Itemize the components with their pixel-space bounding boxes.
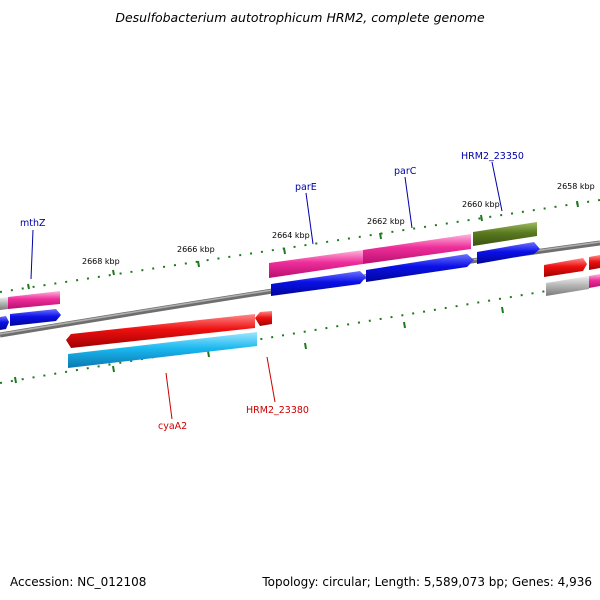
gene-label-cyaa2: cyaA2	[158, 421, 187, 432]
ruler-label: 2664 kbp	[272, 231, 310, 240]
gene-feature[interactable]	[589, 274, 600, 288]
gene-feature[interactable]	[544, 258, 587, 277]
ruler-label: 2666 kbp	[177, 245, 215, 254]
ruler-major-ticks-bottom	[14, 306, 504, 384]
gene-feature-hrm2-23380[interactable]	[255, 311, 272, 326]
gene-labels: mthZ parE parC HRM2_23350 cyaA2 HRM2_233…	[20, 151, 524, 432]
gene-feature-mthZ[interactable]	[8, 291, 60, 309]
ruler-label: 2662 kbp	[367, 217, 405, 226]
gene-feature[interactable]	[589, 255, 600, 270]
gene-feature[interactable]	[366, 254, 474, 282]
gene-feature[interactable]	[477, 242, 540, 264]
gene-feature-cyaA2[interactable]	[66, 314, 255, 348]
gene-feature[interactable]	[68, 332, 257, 368]
gene-row-top	[0, 222, 600, 310]
ruler-track-bottom	[0, 281, 600, 384]
gene-row-bottom	[66, 311, 272, 368]
topology-text: Topology: circular; Length: 5,589,073 bp…	[262, 575, 592, 589]
gene-label-hrm2-23350: HRM2_23350	[461, 151, 524, 162]
gene-label-hrm2-23380: HRM2_23380	[246, 405, 309, 416]
gene-feature[interactable]	[271, 271, 366, 296]
gene-feature-parC[interactable]	[363, 234, 471, 264]
ruler-labels: 2668 kbp 2666 kbp 2664 kbp 2662 kbp 2660…	[82, 182, 595, 266]
gene-label-parc: parC	[394, 166, 417, 177]
gene-feature[interactable]	[546, 276, 589, 296]
accession-text: Accession: NC_012108	[10, 575, 147, 589]
gene-feature[interactable]	[0, 316, 9, 330]
gene-label-pare: parE	[295, 182, 317, 193]
ruler-label: 2668 kbp	[82, 257, 120, 266]
gene-row-top-blue	[0, 242, 589, 330]
gene-feature-hrm2-23350[interactable]	[473, 222, 537, 246]
ruler-label: 2660 kbp	[462, 200, 500, 209]
gene-feature[interactable]	[10, 309, 61, 326]
gene-feature-parE[interactable]	[269, 250, 363, 278]
label-leaders	[30, 161, 503, 420]
gene-label-mthz: mthZ	[20, 218, 46, 229]
ruler-label: 2658 kbp	[557, 182, 595, 191]
ruler-major-ticks-top	[27, 200, 579, 290]
ruler-track-top	[0, 199, 600, 293]
gene-feature[interactable]	[0, 297, 8, 310]
map-title: Desulfobacterium autotrophicum HRM2, com…	[115, 10, 485, 25]
